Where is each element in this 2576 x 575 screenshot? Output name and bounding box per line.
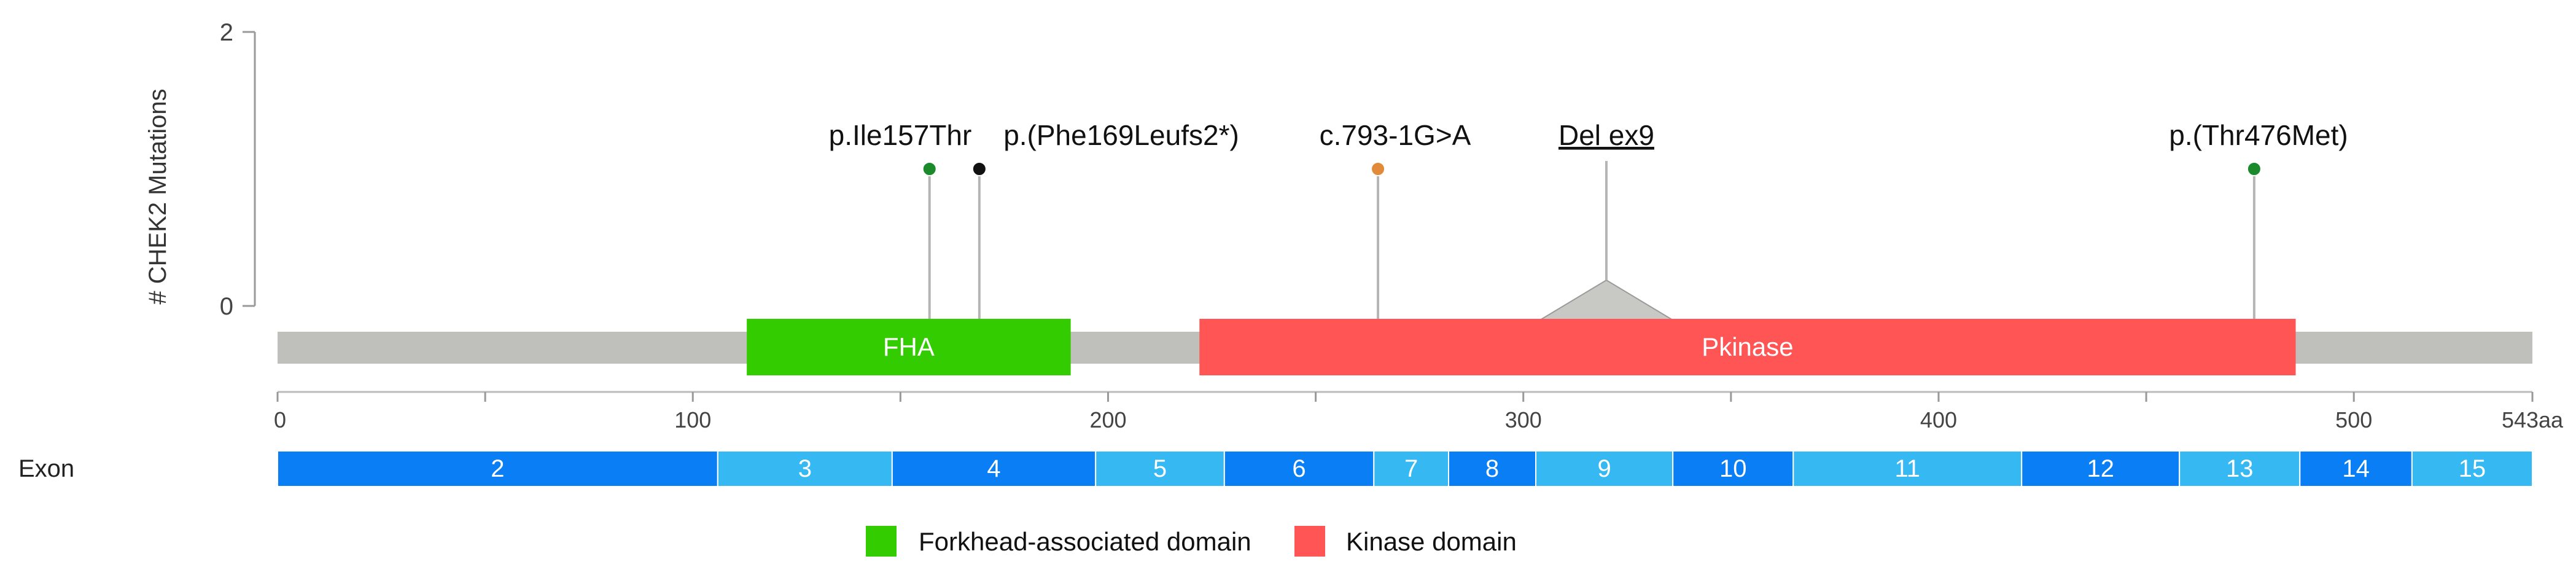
exon-5 — [1095, 450, 1225, 487]
legend-label-kinase: Kinase domain — [1346, 527, 1517, 556]
domains-group: FHA Pkinase — [747, 319, 2296, 375]
mutation-head-p-thr476met — [2246, 162, 2262, 176]
exon-4 — [891, 450, 1097, 487]
domain-label-fha: FHA — [883, 332, 935, 361]
exon-label-7: 7 — [1404, 455, 1418, 482]
x-tick-label-500: 500 — [2335, 407, 2372, 432]
x-tick-label-300: 300 — [1505, 407, 1542, 432]
domain-pkinase — [1199, 319, 2296, 375]
y-tick-label-2: 2 — [220, 19, 233, 46]
exon-15 — [2411, 450, 2533, 487]
mutation-head-p-phe169leufs2 — [971, 162, 987, 176]
exon-label-12: 12 — [2087, 455, 2114, 482]
mutation-heads-group — [922, 162, 2262, 176]
legend-label-fha: Forkhead-associated domain — [919, 527, 1251, 556]
mutation-label-p-thr476met: p.(Thr476Met) — [2169, 119, 2348, 151]
exon-track-title: Exon — [18, 455, 74, 482]
deletion-range-group — [1538, 279, 1675, 321]
exon-label-9: 9 — [1597, 455, 1611, 482]
mutation-label-del-ex9: Del ex9 — [1558, 119, 1654, 151]
exon-9 — [1535, 450, 1674, 487]
mutation-label-p-ile157thr: p.Ile157Thr — [829, 119, 972, 151]
exon-label-2: 2 — [491, 455, 504, 482]
exon-label-6: 6 — [1292, 455, 1306, 482]
exon-label-8: 8 — [1485, 455, 1499, 482]
mutation-head-p-ile157thr — [922, 162, 937, 176]
mutation-label-c-793-1g-a: c.793-1G>A — [1320, 119, 1471, 151]
exon-label-13: 13 — [2226, 455, 2254, 482]
mutation-stems-group — [928, 161, 2255, 320]
exon-label-15: 15 — [2459, 455, 2486, 482]
mutation-head-c-793-1g-a — [1371, 162, 1386, 176]
y-tick-label-0: 0 — [220, 293, 233, 320]
x-tick-label-200: 200 — [1089, 407, 1126, 432]
exon-label-11: 11 — [1894, 455, 1920, 482]
domain-label-pkinase: Pkinase — [1702, 332, 1793, 361]
mutation-label-p-phe169leufs2: p.(Phe169Leufs2*) — [1003, 119, 1239, 151]
y-axis: 2 0 # CHEK2 Mutations — [144, 19, 256, 320]
x-axis: 0 100 200 300 400 500 543aa — [274, 391, 2564, 432]
exon-label-14: 14 — [2342, 455, 2370, 482]
exon-label-3: 3 — [798, 455, 812, 482]
exon-8 — [1448, 450, 1537, 487]
exon-label-10: 10 — [1719, 455, 1747, 482]
exon-7 — [1373, 450, 1450, 487]
legend-swatch-kinase — [1294, 526, 1325, 557]
exon-6 — [1223, 450, 1375, 487]
x-tick-label-400: 400 — [1920, 407, 1957, 432]
range-del-ex9 — [1538, 279, 1675, 321]
legend: Forkhead-associated domain Kinase domain — [866, 526, 1517, 557]
domain-fha — [747, 319, 1071, 375]
x-tick-label-100: 100 — [674, 407, 711, 432]
y-axis-label: # CHEK2 Mutations — [144, 88, 171, 304]
exon-13 — [2179, 450, 2301, 487]
exon-label-4: 4 — [987, 455, 1000, 482]
mutation-labels-group: Del ex9 p.Ile157Thr p.(Phe169Leufs2*) c.793… — [829, 119, 2348, 151]
legend-swatch-fha — [866, 526, 897, 557]
exon-label-5: 5 — [1153, 455, 1167, 482]
x-tick-label-0: 0 — [274, 407, 286, 432]
x-tick-label-543aa: 543aa — [2502, 407, 2564, 432]
exon-14 — [2299, 450, 2413, 487]
exon-track: 2 3 4 5 6 7 8 9 10 11 12 13 14 15 — [277, 450, 2533, 487]
